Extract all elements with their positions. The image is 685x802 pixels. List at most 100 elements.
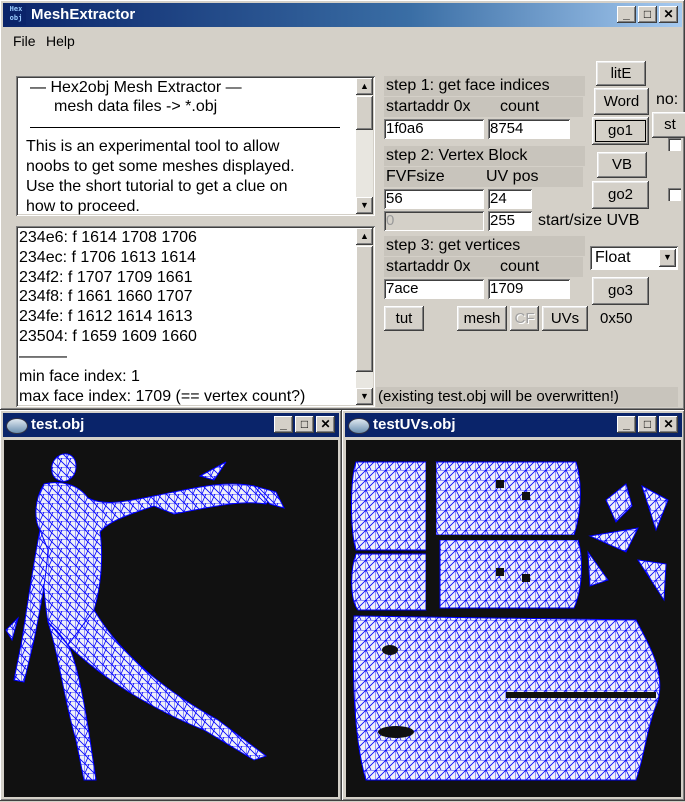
close-button[interactable]: ✕ [659, 416, 678, 433]
left-arm [13, 528, 49, 683]
go3-button[interactable]: go3 [592, 277, 649, 305]
viewer2-title: testUVs.obj [373, 416, 456, 433]
cf-button[interactable]: CF [510, 306, 539, 331]
window-icon [348, 418, 370, 434]
body-mesh [5, 453, 285, 781]
status-text: (existing test.obj will be overwritten!) [376, 387, 678, 407]
fvf-size-input[interactable]: 56 [384, 189, 484, 209]
scroll-thumb[interactable] [356, 246, 373, 372]
mesh-viewport[interactable] [4, 440, 338, 797]
step2-fvf-label: FVFsize [384, 167, 486, 187]
no-label: no: [656, 91, 679, 108]
right-arm [153, 483, 273, 515]
uvs-button[interactable]: UVs [542, 306, 588, 331]
step3-count-input[interactable]: 1709 [488, 279, 570, 299]
scroll-up-icon[interactable]: ▲ [356, 78, 373, 95]
log-line: max face index: 1709 (== vertex count?) [19, 388, 306, 405]
uv-pos-input[interactable]: 24 [488, 189, 532, 209]
info-line: — Hex2obj Mesh Extractor — [30, 79, 242, 96]
uv-island-top [435, 461, 581, 536]
head [51, 453, 77, 482]
uv-island-top-left [351, 461, 427, 551]
word-button[interactable]: Word [594, 88, 649, 115]
vb-button[interactable]: VB [597, 152, 647, 178]
maximize-button[interactable]: □ [638, 6, 657, 23]
step3-count-label: count [486, 257, 583, 277]
uv-seams [378, 462, 656, 738]
step3-title: step 3: get vertices [384, 236, 585, 256]
info-line: noobs to get some meshes displayed. [26, 158, 295, 175]
minimize-button[interactable]: _ [274, 416, 293, 433]
option-checkbox-2[interactable] [668, 188, 681, 201]
uv-island-mid-left [351, 553, 427, 611]
minimize-button[interactable]: _ [617, 416, 636, 433]
uvb-size-input[interactable]: 255 [488, 211, 532, 231]
step2-title: step 2: Vertex Block [384, 146, 585, 166]
log-line: 234fe: f 1612 1614 1613 [19, 308, 193, 325]
viewer1-titlebar[interactable]: test.obj _ □ ✕ [3, 413, 339, 437]
step1-addr-label: startaddr 0x [384, 97, 486, 117]
main-window: Hex obj MeshExtractor _ □ ✕ File Help — H… [3, 3, 685, 407]
menu-help[interactable]: Help [46, 33, 75, 49]
maximize-button[interactable]: □ [295, 416, 314, 433]
scroll-down-icon[interactable]: ▼ [356, 197, 373, 214]
log-line: 234ec: f 1706 1613 1614 [19, 249, 197, 266]
step1-addr-input[interactable]: 1f0a6 [384, 119, 484, 139]
window-title: MeshExtractor [31, 6, 136, 23]
log-line: ——— [19, 348, 67, 365]
step2-uvpos-label: UV pos [486, 167, 583, 187]
blade-top [198, 461, 227, 481]
tut-button[interactable]: tut [384, 306, 424, 331]
test-uvs-window: testUVs.obj _ □ ✕ [342, 410, 685, 801]
right-leg [67, 609, 268, 761]
menu-file[interactable]: File [13, 33, 36, 49]
window-icon [6, 418, 28, 434]
blade-left [5, 616, 19, 642]
info-line: Use the short tutorial to get a clue on [26, 178, 288, 195]
left-leg [47, 621, 97, 781]
uv-shard-2 [641, 484, 669, 532]
log-line: 23504: f 1659 1609 1660 [19, 328, 197, 345]
info-divider [30, 127, 340, 128]
close-button[interactable]: ✕ [659, 6, 678, 23]
log-scrollbar[interactable]: ▲ ▼ [356, 228, 373, 405]
step3-addr-label: startaddr 0x [384, 257, 486, 277]
uvb-start-input[interactable]: 0 [384, 211, 484, 231]
minimize-button[interactable]: _ [617, 6, 636, 23]
info-scrollbar[interactable]: ▲ ▼ [356, 78, 373, 214]
step3-addr-input[interactable]: 7ace [384, 279, 484, 299]
scroll-down-icon[interactable]: ▼ [356, 388, 373, 405]
log-textbox[interactable]: 234e6: f 1614 1708 1706 234ec: f 1706 16… [16, 226, 375, 407]
go1-button[interactable]: go1 [592, 117, 649, 145]
maximize-button[interactable]: □ [638, 416, 657, 433]
uv-shard-3 [588, 527, 639, 553]
log-line: 234f2: f 1707 1709 1661 [19, 269, 193, 286]
info-line: mesh data files -> *.obj [54, 98, 218, 115]
uv-render [351, 461, 669, 781]
scroll-up-icon[interactable]: ▲ [356, 228, 373, 245]
chevron-down-icon[interactable]: ▼ [659, 249, 676, 267]
st-button[interactable]: st [652, 112, 685, 138]
hex2obj-app-icon: Hex obj [6, 5, 26, 25]
option-checkbox-1[interactable] [668, 138, 681, 151]
menu-bar: File Help [3, 28, 682, 54]
lite-button[interactable]: litE [596, 61, 646, 86]
viewer1-title: test.obj [31, 416, 85, 433]
log-line: min face index: 1 [19, 368, 140, 385]
go2-button[interactable]: go2 [592, 181, 649, 209]
step1-count-input[interactable]: 8754 [488, 119, 570, 139]
uv-viewport[interactable] [346, 440, 681, 797]
log-line: 234e6: f 1614 1708 1706 [19, 229, 197, 246]
uvb-label: start/size UVB [538, 212, 640, 229]
format-select[interactable]: Float ▼ [590, 246, 678, 270]
format-selected-value: Float [595, 249, 631, 266]
uv-shard-1 [605, 483, 633, 523]
close-button[interactable]: ✕ [316, 416, 335, 433]
main-titlebar[interactable]: Hex obj MeshExtractor _ □ ✕ [3, 3, 682, 27]
viewer2-titlebar[interactable]: testUVs.obj _ □ ✕ [345, 413, 682, 437]
mesh-button[interactable]: mesh [457, 306, 507, 331]
uv-shard-5 [587, 550, 609, 587]
scroll-thumb[interactable] [356, 96, 373, 130]
step1-title: step 1: get face indices [384, 76, 585, 96]
info-textbox[interactable]: — Hex2obj Mesh Extractor — mesh data fil… [16, 76, 375, 216]
